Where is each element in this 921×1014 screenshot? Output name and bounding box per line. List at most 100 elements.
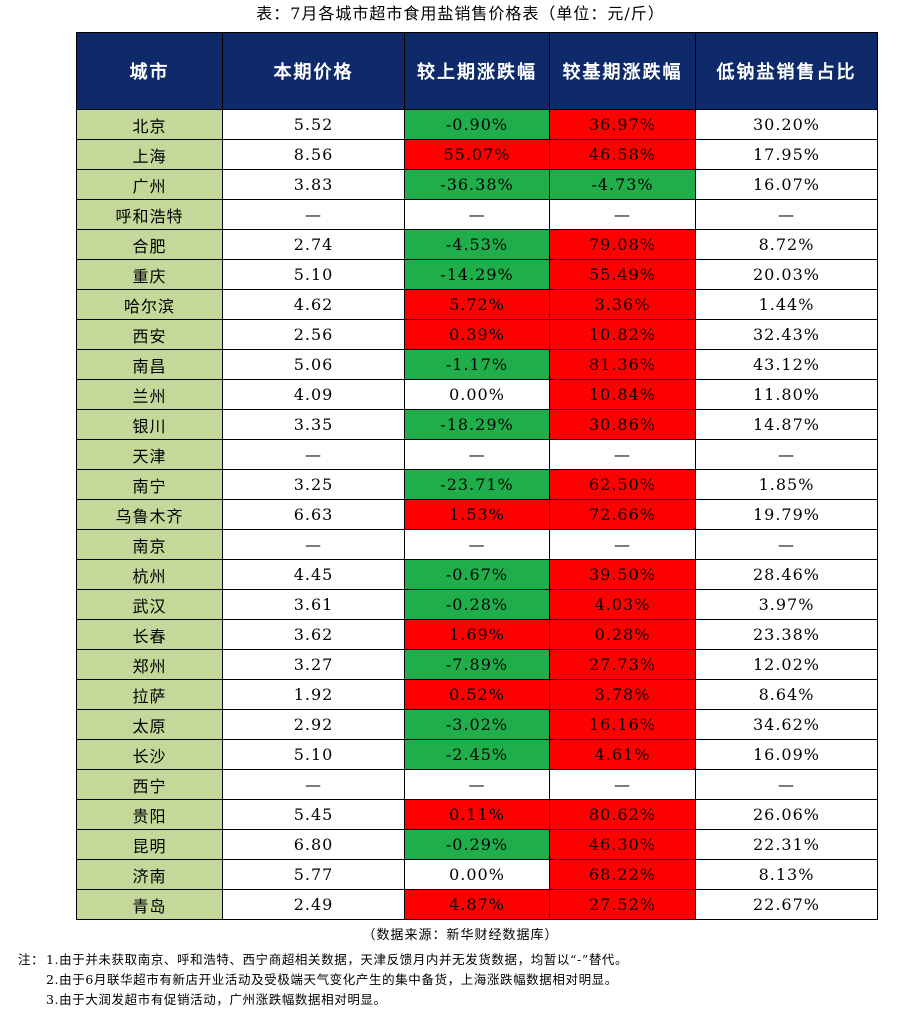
- change-vs-previous-cell: -1.17%: [404, 349, 550, 380]
- city-cell: 长春: [76, 619, 223, 650]
- change-vs-previous-cell: 4.87%: [404, 889, 550, 920]
- table-row: 乌鲁木齐 6.63 1.53% 72.66% 19.79%: [76, 499, 878, 530]
- city-cell: 郑州: [76, 649, 223, 680]
- city-cell: 重庆: [76, 259, 223, 290]
- change-vs-base-cell: 10.82%: [549, 319, 696, 350]
- low-sodium-share-cell: —: [695, 199, 878, 230]
- table-row: 西安 2.56 0.39% 10.82% 32.43%: [76, 319, 878, 350]
- change-vs-previous-cell: -0.67%: [404, 559, 550, 590]
- current-price-cell: 2.74: [222, 229, 405, 260]
- low-sodium-share-cell: 34.62%: [695, 709, 878, 740]
- current-price-cell: 5.52: [222, 109, 405, 140]
- change-vs-base-cell: 0.28%: [549, 619, 696, 650]
- footnote-text: 1.由于并未获取南京、呼和浩特、西宁商超相关数据，天津反馈月内并无发货数据，均暂…: [46, 952, 629, 967]
- table-row: 上海 8.56 55.07% 46.58% 17.95%: [76, 139, 878, 170]
- table-row: 杭州 4.45 -0.67% 39.50% 28.46%: [76, 559, 878, 590]
- change-vs-base-cell: —: [549, 529, 696, 560]
- city-cell: 天津: [76, 439, 223, 470]
- table-row: 青岛 2.49 4.87% 27.52% 22.67%: [76, 889, 878, 920]
- city-cell: 乌鲁木齐: [76, 499, 223, 530]
- current-price-cell: 6.80: [222, 829, 405, 860]
- change-vs-previous-cell: 0.11%: [404, 799, 550, 830]
- city-cell: 哈尔滨: [76, 289, 223, 320]
- footnote-2: 2.由于6月联华超市有新店开业活动及受极端天气变化产生的集中备货，上海涨跌幅数据…: [18, 970, 918, 990]
- change-vs-base-cell: -4.73%: [549, 169, 696, 200]
- table-row: 长沙 5.10 -2.45% 4.61% 16.09%: [76, 739, 878, 770]
- table-title: 表：7月各城市超市食用盐销售价格表（单位：元/斤）: [256, 4, 665, 23]
- change-vs-base-cell: 68.22%: [549, 859, 696, 890]
- low-sodium-share-cell: 11.80%: [695, 379, 878, 410]
- table-row: 南宁 3.25 -23.71% 62.50% 1.85%: [76, 469, 878, 500]
- low-sodium-share-cell: 32.43%: [695, 319, 878, 350]
- header-change-vs-previous: 较上期涨跌幅: [404, 32, 550, 110]
- change-vs-base-cell: —: [549, 439, 696, 470]
- city-cell: 南京: [76, 529, 223, 560]
- table-row: 合肥 2.74 -4.53% 79.08% 8.72%: [76, 229, 878, 260]
- change-vs-previous-cell: -23.71%: [404, 469, 550, 500]
- change-vs-base-cell: 46.30%: [549, 829, 696, 860]
- change-vs-previous-cell: 1.53%: [404, 499, 550, 530]
- change-vs-previous-cell: 0.00%: [404, 859, 550, 890]
- low-sodium-share-cell: 16.07%: [695, 169, 878, 200]
- city-cell: 太原: [76, 709, 223, 740]
- city-cell: 杭州: [76, 559, 223, 590]
- change-vs-previous-cell: -0.90%: [404, 109, 550, 140]
- current-price-cell: 3.27: [222, 649, 405, 680]
- city-cell: 南宁: [76, 469, 223, 500]
- city-cell: 兰州: [76, 379, 223, 410]
- current-price-cell: 2.49: [222, 889, 405, 920]
- change-vs-base-cell: 39.50%: [549, 559, 696, 590]
- table-body: 北京 5.52 -0.90% 36.97% 30.20% 上海 8.56 55.07% 46.5…: [76, 109, 878, 920]
- table-row: 重庆 5.10 -14.29% 55.49% 20.03%: [76, 259, 878, 290]
- table-row: 贵阳 5.45 0.11% 80.62% 26.06%: [76, 799, 878, 830]
- current-price-cell: 4.09: [222, 379, 405, 410]
- low-sodium-share-cell: 3.97%: [695, 589, 878, 620]
- change-vs-base-cell: 27.73%: [549, 649, 696, 680]
- change-vs-previous-cell: 55.07%: [404, 139, 550, 170]
- low-sodium-share-cell: 28.46%: [695, 559, 878, 590]
- change-vs-base-cell: —: [549, 199, 696, 230]
- table-row: 太原 2.92 -3.02% 16.16% 34.62%: [76, 709, 878, 740]
- change-vs-previous-cell: 5.72%: [404, 289, 550, 320]
- change-vs-previous-cell: -18.29%: [404, 409, 550, 440]
- footnotes: 注： 1.由于并未获取南京、呼和浩特、西宁商超相关数据，天津反馈月内并无发货数据…: [18, 950, 918, 1010]
- current-price-cell: 5.06: [222, 349, 405, 380]
- footnote-text: 2.由于6月联华超市有新店开业活动及受极端天气变化产生的集中备货，上海涨跌幅数据…: [46, 972, 618, 987]
- change-vs-base-cell: 30.86%: [549, 409, 696, 440]
- table-row: 哈尔滨 4.62 5.72% 3.36% 1.44%: [76, 289, 878, 320]
- change-vs-previous-cell: -2.45%: [404, 739, 550, 770]
- data-source: （数据来源：新华财经数据库）: [362, 928, 559, 943]
- current-price-cell: 3.35: [222, 409, 405, 440]
- current-price-cell: 1.92: [222, 679, 405, 710]
- table-row: 拉萨 1.92 0.52% 3.78% 8.64%: [76, 679, 878, 710]
- low-sodium-share-cell: 22.67%: [695, 889, 878, 920]
- change-vs-base-cell: 4.61%: [549, 739, 696, 770]
- current-price-cell: —: [222, 199, 405, 230]
- low-sodium-share-cell: 8.64%: [695, 679, 878, 710]
- header-change-vs-base: 较基期涨跌幅: [549, 32, 696, 110]
- change-vs-previous-cell: —: [404, 439, 550, 470]
- low-sodium-share-cell: 20.03%: [695, 259, 878, 290]
- change-vs-base-cell: 62.50%: [549, 469, 696, 500]
- city-cell: 上海: [76, 139, 223, 170]
- table-row: 济南 5.77 0.00% 68.22% 8.13%: [76, 859, 878, 890]
- change-vs-base-cell: 46.58%: [549, 139, 696, 170]
- low-sodium-share-cell: 19.79%: [695, 499, 878, 530]
- current-price-cell: 2.92: [222, 709, 405, 740]
- city-cell: 青岛: [76, 889, 223, 920]
- low-sodium-share-cell: —: [695, 769, 878, 800]
- city-cell: 呼和浩特: [76, 199, 223, 230]
- footnote-3: 3.由于大润发超市有促销活动，广州涨跌幅数据相对明显。: [18, 990, 918, 1010]
- change-vs-previous-cell: 0.00%: [404, 379, 550, 410]
- table-row: 北京 5.52 -0.90% 36.97% 30.20%: [76, 109, 878, 140]
- change-vs-previous-cell: -36.38%: [404, 169, 550, 200]
- change-vs-previous-cell: -4.53%: [404, 229, 550, 260]
- current-price-cell: 3.62: [222, 619, 405, 650]
- change-vs-base-cell: —: [549, 769, 696, 800]
- change-vs-previous-cell: 1.69%: [404, 619, 550, 650]
- low-sodium-share-cell: 1.44%: [695, 289, 878, 320]
- change-vs-previous-cell: -14.29%: [404, 259, 550, 290]
- header-row: 城市 本期价格 较上期涨跌幅 较基期涨跌幅 低钠盐销售占比: [76, 32, 878, 110]
- current-price-cell: 5.45: [222, 799, 405, 830]
- change-vs-previous-cell: -3.02%: [404, 709, 550, 740]
